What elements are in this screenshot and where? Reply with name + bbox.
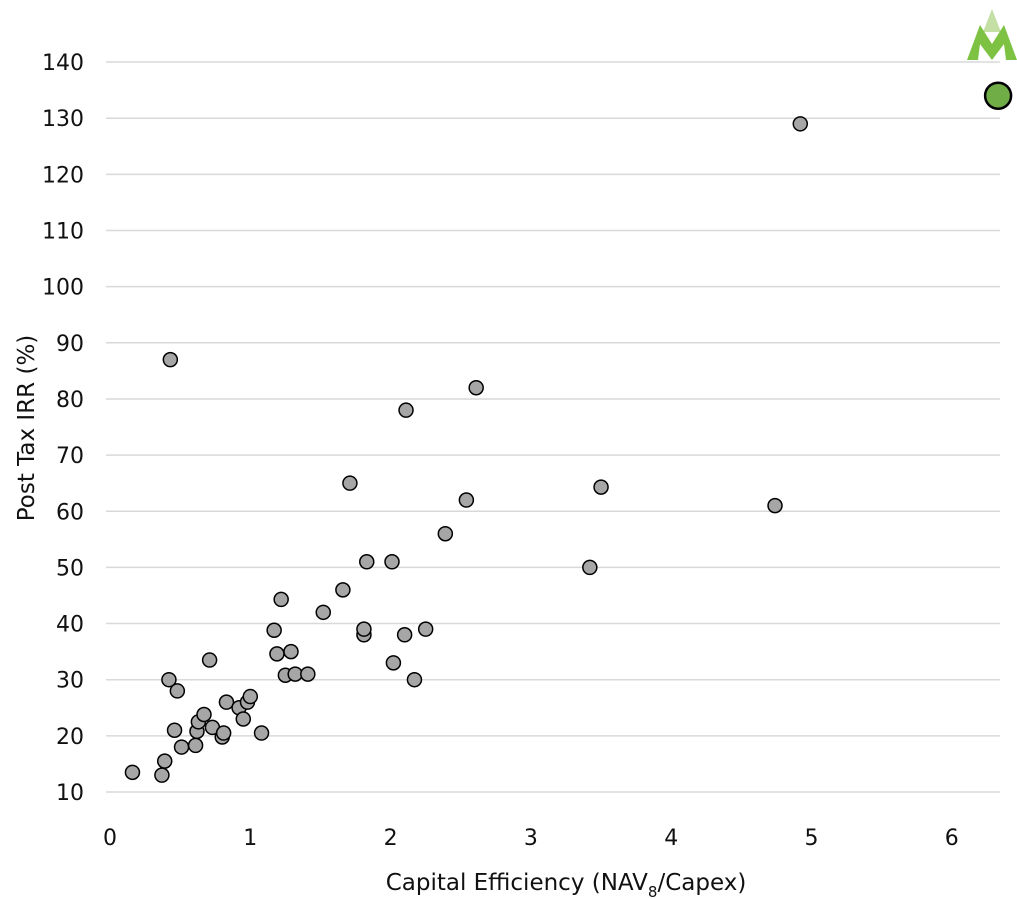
data-point: [417, 621, 434, 637]
data-point: [154, 767, 170, 783]
data-point: [273, 591, 289, 608]
y-tick-10: 10: [56, 781, 84, 806]
data-point: [385, 655, 402, 671]
data-point: [468, 379, 484, 396]
data-point: [269, 646, 285, 662]
data-point: [767, 497, 783, 514]
y-axis-title: Post Tax IRR (%): [14, 335, 40, 522]
x-tick-0: 0: [103, 826, 117, 851]
data-point: [396, 627, 413, 643]
data-point: [215, 725, 232, 741]
data-points: [124, 81, 1013, 783]
y-tick-70: 70: [56, 444, 84, 469]
y-tick-80: 80: [56, 388, 84, 413]
data-point: [173, 739, 190, 755]
y-tick-130: 130: [42, 107, 84, 132]
y-tick-20: 20: [56, 725, 84, 750]
data-point: [253, 725, 270, 741]
data-point: [266, 622, 282, 639]
data-point: [356, 621, 372, 637]
data-point: [792, 116, 809, 132]
data-point: [124, 764, 141, 781]
data-point: [384, 554, 400, 570]
m-logo-icon: [967, 9, 1017, 60]
data-point: [398, 402, 414, 418]
data-point: [218, 694, 235, 710]
data-point: [335, 582, 351, 598]
data-point: [169, 683, 186, 699]
y-tick-110: 110: [42, 220, 84, 245]
gridlines: [106, 61, 1000, 793]
x-tick-4: 4: [664, 826, 678, 851]
data-point: [582, 559, 598, 576]
x-axis-title-main: Capital Efficiency (NAV: [386, 870, 648, 896]
data-point: [156, 753, 173, 769]
data-point: [358, 554, 375, 570]
x-tick-labels: 0 1 2 3 4 5 6: [103, 826, 959, 851]
y-tick-120: 120: [42, 163, 84, 188]
m-logo-light-icon: [983, 9, 1001, 32]
y-tick-labels: 10 20 30 40 50 60 70 80 90 100 110 120 130 140: [42, 51, 84, 806]
data-point: [458, 492, 475, 508]
data-point: [283, 643, 299, 660]
y-tick-90: 90: [56, 332, 84, 357]
x-axis-title-suffix: /Capex): [657, 870, 746, 896]
data-point: [342, 475, 358, 491]
data-point: [235, 711, 252, 727]
data-point: [201, 652, 218, 668]
data-point: [162, 351, 179, 368]
x-axis-title: Capital Efficiency (NAV8/Capex): [386, 870, 747, 899]
x-tick-2: 2: [384, 826, 398, 851]
y-tick-100: 100: [42, 276, 84, 301]
data-point: [437, 525, 454, 542]
data-point: [406, 671, 423, 688]
data-point: [593, 479, 609, 495]
data-point: [161, 671, 177, 688]
y-tick-60: 60: [56, 500, 84, 525]
x-tick-3: 3: [524, 826, 538, 851]
data-point: [315, 604, 332, 621]
y-tick-30: 30: [56, 669, 84, 694]
data-point: [166, 722, 183, 738]
data-point: [187, 737, 204, 754]
y-tick-50: 50: [56, 556, 84, 581]
y-tick-140: 140: [42, 51, 84, 76]
x-tick-5: 5: [805, 826, 819, 851]
x-tick-1: 1: [243, 826, 257, 851]
data-point: [242, 688, 259, 705]
highlight-data-point: [983, 81, 1013, 110]
x-tick-6: 6: [945, 826, 959, 851]
data-point: [196, 706, 212, 723]
x-axis-title-subscript: 8: [648, 883, 658, 899]
m-logo-dark-icon: [967, 25, 1017, 60]
y-tick-40: 40: [56, 613, 84, 638]
data-point: [300, 666, 316, 682]
